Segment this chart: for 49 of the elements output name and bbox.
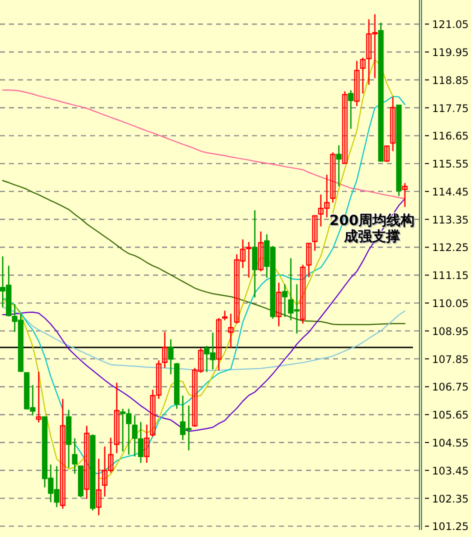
- candlestick: [84, 425, 90, 500]
- candlestick: [276, 282, 282, 328]
- y-tick-label: 101.25: [432, 521, 469, 534]
- candlestick: [222, 310, 228, 321]
- candlestick: [306, 242, 312, 278]
- y-tick-label: 111.15: [432, 270, 469, 282]
- line-series: [2, 306, 406, 372]
- candlestick: [342, 90, 348, 164]
- y-tick-label: 103.45: [432, 465, 469, 478]
- candlestick: [390, 96, 396, 152]
- y-tick-label: 112.25: [432, 242, 469, 254]
- candlestick: [36, 371, 42, 424]
- y-tick-label: 115.55: [432, 158, 469, 171]
- y-tick-label: 104.55: [432, 438, 469, 450]
- y-tick-label: 110.05: [432, 298, 469, 310]
- y-tick-label: 107.85: [432, 354, 469, 366]
- candlestick: [312, 215, 318, 252]
- y-tick-label: 113.35: [432, 214, 469, 226]
- candlestick: [258, 230, 264, 272]
- candlestick: [402, 182, 408, 208]
- candlestick: [336, 144, 342, 188]
- candlestick: [72, 438, 78, 474]
- y-tick-label: 121.05: [432, 19, 469, 32]
- y-tick-label: 108.95: [432, 326, 469, 338]
- candlestick: [360, 56, 366, 94]
- candlestick: [168, 338, 174, 375]
- candlestick: [282, 284, 288, 318]
- candlestick: [228, 313, 234, 349]
- candlestick: [144, 424, 150, 464]
- y-tick-label: 106.75: [432, 382, 469, 394]
- y-tick-label: 102.35: [432, 493, 469, 506]
- y-tick-label: 118.85: [432, 74, 469, 87]
- candlestick: [354, 60, 360, 107]
- candlestick: [348, 90, 354, 130]
- candlestick: [60, 398, 66, 510]
- y-tick-label: 117.75: [432, 102, 469, 115]
- candlestick: [96, 458, 102, 516]
- y-tick-label: 119.95: [432, 46, 469, 59]
- candlestick: [252, 210, 258, 298]
- candlestick: [384, 145, 390, 162]
- candlestick: [216, 317, 222, 372]
- candlestick: [330, 152, 336, 204]
- line-series: [2, 89, 406, 200]
- candlestick: [162, 331, 168, 369]
- y-tick-label: 105.65: [432, 410, 469, 422]
- candlestick: [114, 382, 120, 454]
- y-tick-label: 114.45: [432, 186, 469, 198]
- y-tick-label: 116.65: [432, 130, 469, 143]
- candlestick: [300, 264, 306, 324]
